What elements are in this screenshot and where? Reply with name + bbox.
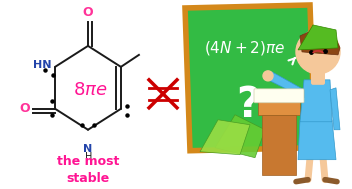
Text: O: O xyxy=(19,102,30,115)
Polygon shape xyxy=(330,88,340,130)
Text: $8\pi e$: $8\pi e$ xyxy=(73,81,107,99)
Text: H: H xyxy=(85,152,93,162)
Polygon shape xyxy=(258,100,300,115)
Text: HN: HN xyxy=(33,60,51,70)
Polygon shape xyxy=(298,25,338,50)
Text: the most
stable: the most stable xyxy=(57,155,119,185)
Polygon shape xyxy=(300,30,340,55)
Polygon shape xyxy=(298,120,336,160)
Circle shape xyxy=(296,30,340,74)
Polygon shape xyxy=(268,72,304,98)
Text: O: O xyxy=(83,6,93,19)
Polygon shape xyxy=(262,115,296,175)
Polygon shape xyxy=(185,5,315,151)
FancyBboxPatch shape xyxy=(254,89,304,103)
Polygon shape xyxy=(200,120,250,155)
FancyBboxPatch shape xyxy=(311,63,325,85)
Text: ?: ? xyxy=(236,84,260,126)
Polygon shape xyxy=(300,80,332,122)
Polygon shape xyxy=(215,115,265,158)
Text: $(4N+2)\pi e$: $(4N+2)\pi e$ xyxy=(205,39,286,57)
Text: N: N xyxy=(83,144,93,154)
Circle shape xyxy=(263,71,273,81)
